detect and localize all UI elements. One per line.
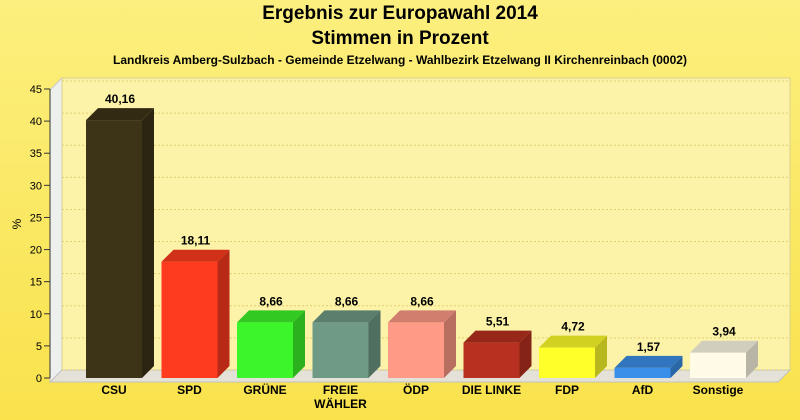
x-tick-label: FDP <box>555 383 579 397</box>
bar-top <box>161 249 230 262</box>
bar-front <box>86 120 142 378</box>
bar-side <box>217 249 230 378</box>
chart-region-subtitle: Landkreis Amberg-Sulzbach - Gemeinde Etz… <box>113 53 687 67</box>
bar-side <box>444 310 456 378</box>
value-label: 40,16 <box>105 92 135 106</box>
bar-top <box>86 108 154 121</box>
bar-top <box>690 340 758 353</box>
x-tick-label: Sonstige <box>693 383 744 397</box>
y-tick-label: 15 <box>30 277 42 289</box>
bar <box>463 330 532 378</box>
bar-side <box>142 108 154 378</box>
y-tick-label: 40 <box>30 116 42 128</box>
bar-top <box>463 330 532 343</box>
y-axis-label: % <box>10 218 24 229</box>
bar <box>388 310 456 378</box>
bar <box>86 108 154 378</box>
bar <box>312 310 381 378</box>
y-tick-label: 30 <box>30 180 42 192</box>
y-tick-label: 10 <box>30 309 42 321</box>
bar-side <box>293 310 305 378</box>
bar-top <box>539 335 607 348</box>
x-tick-label: SPD <box>177 383 202 397</box>
bar-front <box>237 322 293 378</box>
bar <box>237 310 305 378</box>
y-tick-label: 0 <box>36 373 42 385</box>
y-tick-label: 35 <box>30 148 42 160</box>
value-label: 1,57 <box>637 340 661 354</box>
y-tick-label: 5 <box>36 341 42 353</box>
bar <box>161 249 230 378</box>
bar-side <box>519 330 532 378</box>
bar-side <box>368 310 381 378</box>
bar-front <box>312 322 369 378</box>
x-tick-label: CSU <box>101 383 126 397</box>
value-label: 8,66 <box>410 294 434 308</box>
value-label: 5,51 <box>486 315 510 329</box>
value-label: 8,66 <box>259 294 283 308</box>
bar-front <box>388 322 444 378</box>
bar-top <box>388 310 456 323</box>
x-tick-label: DIE LINKE <box>462 383 521 397</box>
bar-front <box>539 347 595 378</box>
bar-side <box>746 340 758 378</box>
value-label: 18,11 <box>181 234 211 248</box>
bar-front <box>614 367 671 378</box>
bar-side <box>595 335 607 378</box>
bar <box>539 335 607 378</box>
value-label: 3,94 <box>712 325 736 339</box>
bar-front <box>463 342 520 378</box>
y-tick-label: 20 <box>30 245 42 257</box>
left-wall <box>49 76 63 384</box>
chart-subtitle: Stimmen in Prozent <box>311 28 489 49</box>
bar-front <box>161 261 218 378</box>
x-tick-label: FREIE <box>323 383 358 397</box>
chart-title: Ergebnis zur Europawahl 2014 <box>262 3 538 24</box>
bar-top <box>237 310 305 323</box>
bar-top <box>312 310 381 323</box>
bar-front <box>690 352 746 378</box>
x-tick-label: GRÜNE <box>243 382 286 397</box>
x-tick-label: ÖDP <box>403 382 429 397</box>
x-tick-label: AfD <box>632 383 654 397</box>
x-tick-label: WÄHLER <box>314 396 367 411</box>
bar-top <box>614 355 683 368</box>
bar-side <box>670 355 683 378</box>
value-label: 4,72 <box>561 320 585 334</box>
bar <box>614 355 683 378</box>
value-label: 8,66 <box>335 294 359 308</box>
bar <box>690 340 758 378</box>
y-tick-label: 25 <box>30 212 42 224</box>
y-tick-label: 45 <box>30 84 42 96</box>
